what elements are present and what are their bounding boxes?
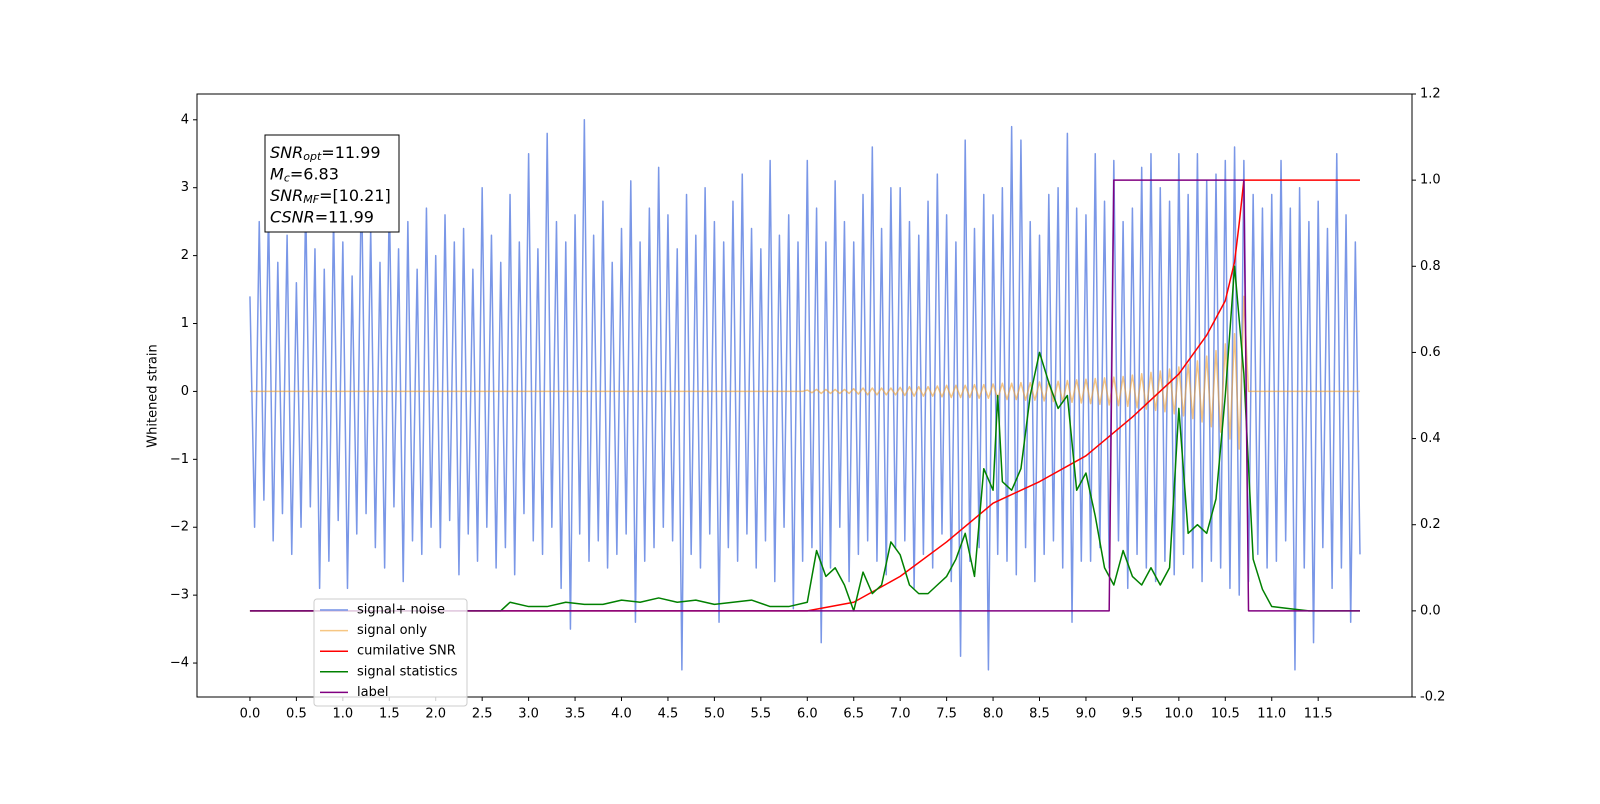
plot-frame xyxy=(196,93,1413,698)
y-tick-label: −2 xyxy=(170,520,189,535)
annotation-symbol: SNR xyxy=(270,143,303,162)
x-tick-label: 3.5 xyxy=(565,707,586,722)
x-tick-label: 10.0 xyxy=(1164,707,1193,722)
x-tick-label: 7.5 xyxy=(936,707,957,722)
series-line xyxy=(249,179,1360,612)
x-tick-label: 1.5 xyxy=(379,707,400,722)
x-tick-label: 0.5 xyxy=(286,707,307,722)
y-tick-label: 3 xyxy=(181,180,189,195)
y2-tick-label: 0.2 xyxy=(1420,517,1441,532)
y-tick-label: −3 xyxy=(170,588,189,603)
y-tick-label: −4 xyxy=(170,656,189,671)
x-tick-label: 4.0 xyxy=(611,707,632,722)
legend-label: signal+ noise xyxy=(357,603,445,618)
x-tick-label: 1.0 xyxy=(332,707,353,722)
legend-frame xyxy=(313,598,468,707)
x-tick-label: 5.0 xyxy=(704,707,725,722)
y-tick-label: 1 xyxy=(181,316,189,331)
x-tick-label: 11.5 xyxy=(1304,707,1333,722)
annotation-subscript: MF xyxy=(303,193,319,206)
y2-tick-label: 0.6 xyxy=(1420,345,1441,360)
x-tick-label: 0.0 xyxy=(240,707,261,722)
x-tick-label: 10.5 xyxy=(1211,707,1240,722)
legend-label: label xyxy=(357,685,388,700)
y-tick-label: 2 xyxy=(181,248,189,263)
annotation-subscript: c xyxy=(284,172,290,185)
series-line xyxy=(249,265,1360,612)
annotation-value: =[10.21] xyxy=(319,186,391,205)
annotation: Mc=6.83 xyxy=(270,164,339,185)
legend-label: signal only xyxy=(357,623,427,638)
y2-tick-label: 1.2 xyxy=(1420,87,1441,102)
x-tick-label: 5.5 xyxy=(750,707,771,722)
x-tick-label: 8.0 xyxy=(983,707,1004,722)
annotation: SNRMF=[10.21] xyxy=(270,186,391,207)
x-tick-label: 6.0 xyxy=(797,707,818,722)
legend-label: signal statistics xyxy=(357,664,458,679)
legend: signal+ noise signal only cumilative SNR si… xyxy=(313,598,468,707)
annotation-value: =6.83 xyxy=(290,164,339,183)
y2-tick-label: 0.8 xyxy=(1420,259,1441,274)
annotation-subscript: opt xyxy=(303,150,322,163)
x-tick-label: 11.0 xyxy=(1257,707,1286,722)
x-tick-label: 4.5 xyxy=(658,707,679,722)
annotation-frame xyxy=(264,134,400,233)
annotation: SNRopt=11.99 xyxy=(270,143,381,164)
annotation: CSNR=11.99 xyxy=(270,207,374,226)
x-tick-label: 6.5 xyxy=(843,707,864,722)
y-axis-label: Whitened strain xyxy=(146,344,161,447)
x-tick-label: 9.5 xyxy=(1122,707,1143,722)
annotation-symbol: SNR xyxy=(270,186,303,205)
y2-tick-label: 1.0 xyxy=(1420,173,1441,188)
x-tick-label: 3.0 xyxy=(518,707,539,722)
annotation-value: =11.99 xyxy=(321,143,380,162)
y-tick-label: 4 xyxy=(181,112,189,127)
annotation-value: =11.99 xyxy=(315,207,374,226)
annotation-symbol: M xyxy=(270,164,284,183)
x-tick-label: 8.5 xyxy=(1029,707,1050,722)
annotation-symbol: CSNR xyxy=(270,207,315,226)
x-tick-label: 2.0 xyxy=(425,707,446,722)
series-line xyxy=(249,119,1361,671)
x-tick-label: 7.0 xyxy=(890,707,911,722)
y2-tick-label: 0.0 xyxy=(1420,603,1441,618)
x-tick-label: 9.0 xyxy=(1076,707,1097,722)
legend-label: cumilative SNR xyxy=(357,644,456,659)
y-tick-label: 0 xyxy=(181,384,189,399)
y2-tick-label: 0.4 xyxy=(1420,431,1441,446)
series-line xyxy=(249,295,1360,450)
y2-tick-label: -0.2 xyxy=(1420,690,1445,705)
x-tick-label: 2.5 xyxy=(472,707,493,722)
y-tick-label: −1 xyxy=(170,452,189,467)
annotation-box: SNRopt=11.99Mc=6.83SNRMF=[10.21]CSNR=11.… xyxy=(264,134,400,233)
